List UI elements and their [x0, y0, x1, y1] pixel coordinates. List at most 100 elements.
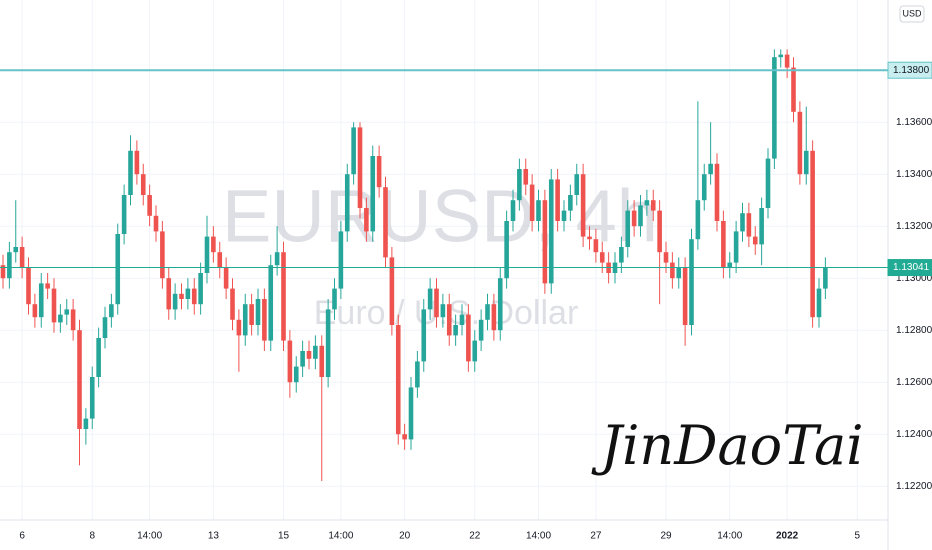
candle-body [383, 187, 388, 258]
candle-body [408, 387, 414, 440]
candle-body [89, 377, 95, 419]
x-tick-label: 14:00 [328, 531, 353, 542]
candle-body [466, 314, 471, 362]
candle-body [446, 304, 452, 336]
x-tick-label: 22 [469, 531, 481, 542]
candle-body [816, 288, 822, 318]
candle-body [160, 231, 165, 279]
x-tick-label: 27 [590, 531, 602, 542]
candle-body [357, 127, 363, 208]
currency[interactable]: USD [902, 8, 922, 18]
y-tick-label: 1.13600 [896, 117, 932, 128]
watermark-description: Euro / U.S. Dollar [314, 294, 579, 332]
price-label-box [887, 61, 932, 79]
x-tick-label: 6 [19, 531, 25, 542]
candle-body [204, 236, 210, 273]
candle-body [58, 314, 63, 323]
candle-body [242, 304, 248, 336]
y-tick-label: 1.13000 [896, 273, 932, 284]
candle-body [313, 345, 318, 359]
candle-body [351, 127, 356, 175]
x-tick-label: 14:00 [717, 531, 742, 542]
candle-body [51, 288, 57, 323]
candle-body [778, 54, 784, 58]
candle-body [293, 366, 299, 383]
candle-body [529, 184, 535, 221]
candle-body [376, 156, 382, 188]
candle-body [657, 210, 662, 253]
candle-body [472, 340, 478, 362]
candle-body [421, 309, 427, 362]
candle-body [765, 158, 771, 208]
candle-body [172, 293, 178, 310]
candle-body [70, 309, 76, 331]
y-tick-label: 1.12200 [896, 481, 932, 492]
candle-body [631, 210, 637, 227]
candle-body [752, 236, 758, 245]
candle-body [102, 317, 108, 338]
candle-body [395, 325, 401, 435]
candle-body [26, 267, 31, 305]
candle-body [721, 221, 726, 268]
candle-body [179, 293, 184, 299]
candle-body [478, 319, 484, 341]
candle-body [676, 267, 682, 279]
candle-body [370, 156, 376, 232]
candle-body [255, 299, 261, 325]
candle-body [746, 213, 752, 237]
candle-body [504, 221, 509, 279]
y-tick-label: 1.12600 [896, 377, 932, 388]
x-tick-label: 14:00 [137, 531, 162, 542]
candle-body [542, 200, 548, 284]
candle-body [0, 265, 6, 279]
price-label: 1.13800 [893, 65, 930, 76]
candle-body [109, 304, 114, 318]
candle-body [77, 330, 82, 429]
candle-body [708, 163, 713, 175]
candle-body [223, 267, 229, 289]
price-label: 1.13041 [893, 262, 930, 273]
candle-body [319, 345, 325, 377]
candle-body [491, 304, 497, 331]
x-tick-label: 2022 [776, 531, 799, 542]
candle-body [485, 304, 490, 320]
candle-body [140, 174, 146, 195]
candle-body [523, 169, 529, 185]
candle-body [759, 208, 764, 245]
candle-body [587, 236, 592, 240]
candle-body [453, 325, 458, 336]
candle-body [536, 200, 541, 221]
candle-body [249, 304, 254, 325]
candle-body [784, 54, 790, 68]
candle-body [695, 200, 701, 240]
currency-badge[interactable] [899, 5, 925, 23]
candle-body [619, 247, 624, 263]
candle-body [230, 288, 235, 320]
candle-body [574, 174, 580, 195]
candle-body [823, 267, 828, 289]
candle-body [434, 288, 439, 318]
candle-body [797, 111, 803, 175]
candle-body [115, 234, 121, 305]
x-tick-label: 13 [208, 531, 220, 542]
candle-body [580, 174, 586, 237]
signature: JinDaoTai [591, 414, 864, 477]
candle-body [281, 252, 286, 341]
candle-body [64, 309, 70, 315]
candle-body [510, 200, 516, 221]
candle-body [364, 208, 369, 232]
candle-body [772, 57, 777, 159]
candle-body [638, 205, 643, 227]
candle-body [670, 262, 675, 279]
candle-body [325, 309, 331, 377]
candle-body [344, 174, 350, 232]
y-tick-label: 1.13200 [896, 221, 932, 232]
candle-body [134, 150, 140, 175]
x-tick-label: 14:00 [526, 531, 551, 542]
y-tick-label: 1.13400 [896, 169, 932, 180]
candle-body [121, 195, 127, 234]
candle-body [211, 236, 216, 253]
watermark-symbol: EURUSD, 4h [222, 175, 658, 258]
x-tick-label: 20 [399, 531, 411, 542]
